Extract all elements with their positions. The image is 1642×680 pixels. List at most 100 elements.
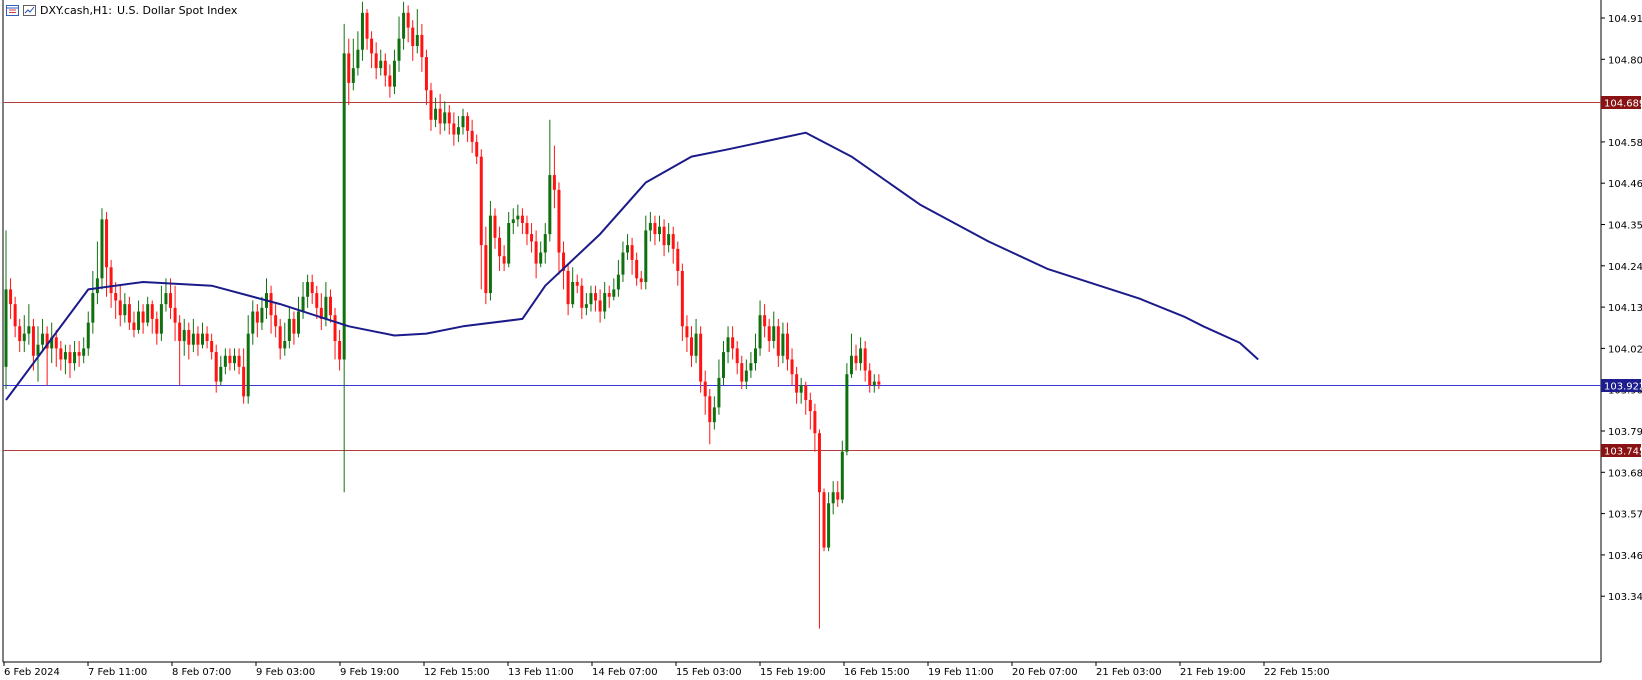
bull-candle[interactable] — [872, 381, 876, 386]
bear-candle[interactable] — [237, 355, 241, 367]
bear-candle[interactable] — [77, 352, 81, 356]
bear-candle[interactable] — [817, 433, 821, 493]
bull-candle[interactable] — [86, 322, 90, 349]
bear-candle[interactable] — [703, 381, 707, 397]
bear-candle[interactable] — [534, 241, 538, 264]
bear-candle[interactable] — [808, 400, 812, 412]
bear-candle[interactable] — [552, 175, 556, 190]
bear-candle[interactable] — [155, 318, 159, 334]
bear-candle[interactable] — [205, 333, 209, 342]
bear-candle[interactable] — [795, 374, 799, 393]
bear-candle[interactable] — [498, 237, 502, 257]
bull-candle[interactable] — [22, 333, 26, 342]
bull-candle[interactable] — [159, 304, 163, 334]
bear-candle[interactable] — [173, 307, 177, 323]
bull-candle[interactable] — [63, 352, 67, 360]
bull-candle[interactable] — [712, 407, 716, 423]
bull-candle[interactable] — [744, 370, 748, 382]
bear-candle[interactable] — [785, 333, 789, 360]
bull-candle[interactable] — [758, 315, 762, 349]
bear-candle[interactable] — [630, 245, 634, 260]
bear-candle[interactable] — [530, 234, 534, 242]
bear-candle[interactable] — [178, 322, 182, 342]
bear-candle[interactable] — [438, 108, 442, 124]
bear-candle[interactable] — [470, 130, 474, 142]
bull-candle[interactable] — [603, 293, 607, 312]
bear-candle[interactable] — [767, 326, 771, 342]
bull-candle[interactable] — [306, 282, 310, 297]
bear-candle[interactable] — [562, 252, 566, 271]
bull-candle[interactable] — [95, 278, 99, 294]
bear-candle[interactable] — [580, 285, 584, 308]
bull-candle[interactable] — [324, 296, 328, 319]
bull-candle[interactable] — [461, 116, 465, 128]
bear-candle[interactable] — [863, 348, 867, 371]
bear-candle[interactable] — [365, 12, 369, 39]
bear-candle[interactable] — [347, 53, 351, 83]
bear-candle[interactable] — [776, 326, 780, 356]
bear-candle[interactable] — [269, 293, 273, 316]
bear-candle[interactable] — [662, 226, 666, 246]
bull-candle[interactable] — [246, 333, 250, 397]
bear-candle[interactable] — [315, 293, 319, 308]
bull-candle[interactable] — [548, 175, 552, 235]
bull-candle[interactable] — [859, 348, 863, 364]
bull-candle[interactable] — [146, 304, 150, 323]
bear-candle[interactable] — [429, 90, 433, 120]
bear-candle[interactable] — [822, 492, 826, 548]
bear-candle[interactable] — [447, 112, 451, 124]
bear-candle[interactable] — [466, 116, 470, 131]
bear-candle[interactable] — [274, 315, 278, 327]
bull-candle[interactable] — [456, 127, 460, 135]
bull-candle[interactable] — [36, 344, 40, 356]
bear-candle[interactable] — [635, 259, 639, 279]
bull-candle[interactable] — [91, 293, 95, 323]
bear-candle[interactable] — [31, 326, 35, 356]
bear-candle[interactable] — [292, 318, 296, 334]
bear-candle[interactable] — [731, 337, 735, 349]
bear-candle[interactable] — [118, 300, 122, 316]
bull-candle[interactable] — [584, 304, 588, 308]
bull-candle[interactable] — [616, 274, 620, 290]
bull-candle[interactable] — [621, 252, 625, 275]
bear-candle[interactable] — [278, 326, 282, 349]
bear-candle[interactable] — [685, 326, 689, 338]
bear-candle[interactable] — [210, 341, 214, 353]
bear-candle[interactable] — [639, 278, 643, 283]
bear-candle[interactable] — [424, 57, 428, 91]
bear-candle[interactable] — [594, 293, 598, 301]
bull-candle[interactable] — [539, 252, 543, 264]
bull-candle[interactable] — [397, 38, 401, 61]
bull-candle[interactable] — [827, 503, 831, 548]
bull-candle[interactable] — [488, 215, 492, 294]
bull-candle[interactable] — [849, 355, 853, 375]
bear-candle[interactable] — [45, 333, 49, 349]
bull-candle[interactable] — [749, 363, 753, 371]
bull-candle[interactable] — [721, 352, 725, 378]
bull-candle[interactable] — [612, 289, 616, 297]
bull-candle[interactable] — [73, 352, 77, 364]
bear-candle[interactable] — [475, 141, 479, 157]
bear-candle[interactable] — [196, 333, 200, 345]
bear-candle[interactable] — [310, 282, 314, 294]
bull-candle[interactable] — [658, 226, 662, 235]
bull-candle[interactable] — [301, 296, 305, 312]
bull-candle[interactable] — [27, 326, 31, 334]
bull-candle[interactable] — [840, 451, 844, 500]
bear-candle[interactable] — [9, 289, 13, 305]
bear-candle[interactable] — [406, 12, 410, 28]
bear-candle[interactable] — [150, 304, 154, 319]
bear-candle[interactable] — [598, 300, 602, 312]
bear-candle[interactable] — [479, 156, 483, 246]
bull-candle[interactable] — [223, 355, 227, 367]
bear-candle[interactable] — [242, 366, 246, 397]
bear-candle[interactable] — [557, 189, 561, 253]
bull-candle[interactable] — [507, 223, 511, 264]
chart-icon[interactable] — [23, 4, 36, 16]
bull-candle[interactable] — [41, 333, 45, 345]
bear-candle[interactable] — [868, 370, 872, 386]
bull-candle[interactable] — [4, 289, 8, 367]
bear-candle[interactable] — [804, 385, 808, 401]
bear-candle[interactable] — [502, 256, 506, 264]
